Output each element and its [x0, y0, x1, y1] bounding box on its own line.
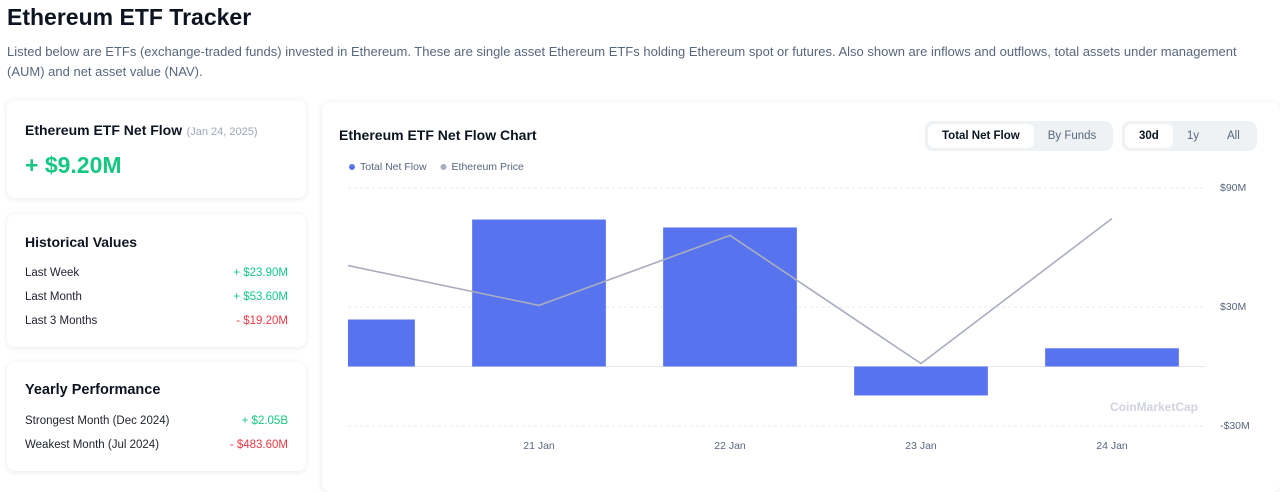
y-tick-label: $90M: [1220, 182, 1246, 194]
bar: [348, 319, 415, 367]
row: Last 3 Months - $19.20M: [25, 315, 288, 327]
row-value: + $2.05B: [241, 415, 288, 427]
page-title: Ethereum ETF Tracker: [7, 4, 252, 30]
row: Weakest Month (Jul 2024) - $483.60M: [25, 439, 288, 451]
bar: [472, 219, 606, 367]
row: Last Week + $23.90M: [25, 267, 288, 279]
row-label: Weakest Month (Jul 2024): [25, 439, 160, 451]
net-flow-value: + $9.20M: [25, 152, 122, 178]
row: Strongest Month (Dec 2024) + $2.05B: [25, 415, 288, 427]
x-tick-label: 21 Jan: [523, 440, 555, 452]
range-button[interactable]: All: [1226, 130, 1240, 142]
yearly-card: Yearly Performance Strongest Month (Dec …: [7, 362, 306, 471]
historical-card: Historical Values Last Week + $23.90M Las…: [7, 214, 306, 347]
bar: [854, 366, 988, 396]
row-value: - $483.60M: [229, 439, 288, 451]
row: Last Month + $53.60M: [25, 291, 288, 303]
card-title: Ethereum ETF Net Flow: [25, 122, 183, 138]
tab[interactable]: Total Net Flow: [928, 124, 1034, 148]
range-group: 30d 1y All: [1122, 121, 1257, 151]
bar: [663, 227, 797, 367]
row-label: Strongest Month (Dec 2024): [25, 415, 170, 427]
x-tick-label: 22 Jan: [714, 440, 746, 452]
card-title: Historical Values: [25, 234, 138, 250]
y-tick-label: $30M: [1220, 301, 1246, 313]
legend-label: Ethereum Price: [452, 161, 525, 173]
x-tick-label: 24 Jan: [1096, 440, 1128, 452]
legend-marker: [349, 164, 355, 170]
tab-group: Total Net Flow By Funds: [925, 121, 1114, 151]
net-flow-card: Ethereum ETF Net Flow (Jan 24, 2025) + $…: [7, 100, 306, 198]
bar: [1045, 348, 1179, 367]
x-tick-label: 23 Jan: [905, 440, 937, 452]
row-value: - $19.20M: [236, 315, 288, 327]
tab[interactable]: By Funds: [1047, 130, 1097, 142]
watermark: CoinMarketCap: [1110, 400, 1198, 414]
y-tick-label: -$30M: [1220, 420, 1250, 432]
legend-marker: [440, 164, 447, 170]
range-button[interactable]: 30d: [1125, 124, 1173, 148]
row-label: Last Month: [25, 291, 82, 303]
card-title: Yearly Performance: [25, 382, 161, 398]
chart: CoinMarketCap $90M $30M -$30M 21 Jan 22 Jan 2…: [347, 161, 1250, 452]
row-value: + $53.60M: [233, 291, 288, 303]
row-value: + $23.90M: [233, 267, 288, 279]
chart-title: Ethereum ETF Net Flow Chart: [339, 127, 537, 143]
price-line: [347, 217, 1113, 365]
row-label: Last 3 Months: [25, 315, 98, 327]
chart-card: Ethereum ETF Net Flow Chart Total Net Fl…: [322, 102, 1280, 492]
plot-area: [348, 219, 1179, 396]
legend-label: Total Net Flow: [360, 161, 427, 173]
row-label: Last Week: [25, 267, 80, 279]
range-button[interactable]: 1y: [1186, 130, 1199, 142]
description: Listed below are ETFs (exchange-traded f…: [7, 44, 1237, 79]
card-date: (Jan 24, 2025): [186, 126, 258, 138]
